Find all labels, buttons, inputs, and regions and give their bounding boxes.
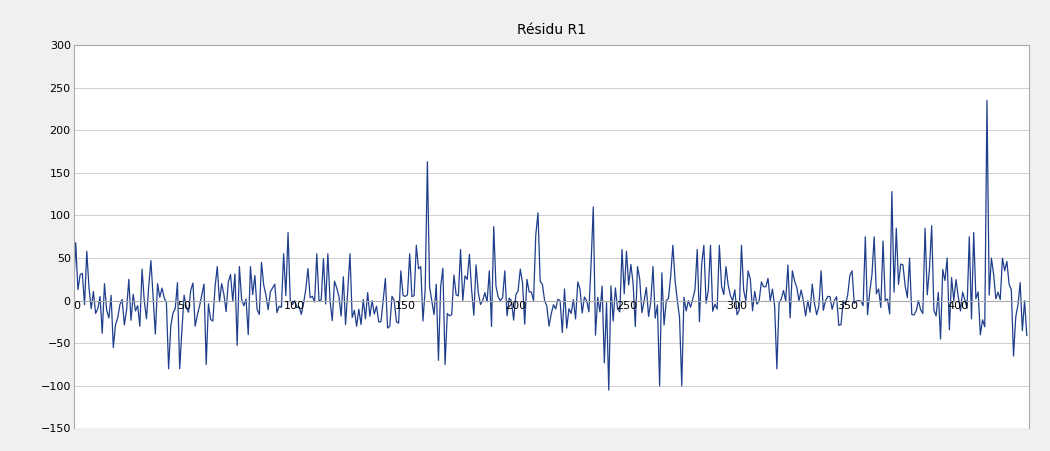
Text: 50: 50 <box>177 301 191 311</box>
Text: 350: 350 <box>837 301 858 311</box>
Text: 400: 400 <box>948 301 969 311</box>
Title: Résidu R1: Résidu R1 <box>517 23 586 37</box>
Text: 300: 300 <box>727 301 748 311</box>
Text: 100: 100 <box>285 301 306 311</box>
Text: 200: 200 <box>505 301 526 311</box>
Text: 250: 250 <box>616 301 637 311</box>
Text: 0: 0 <box>74 301 81 311</box>
Text: 150: 150 <box>395 301 416 311</box>
